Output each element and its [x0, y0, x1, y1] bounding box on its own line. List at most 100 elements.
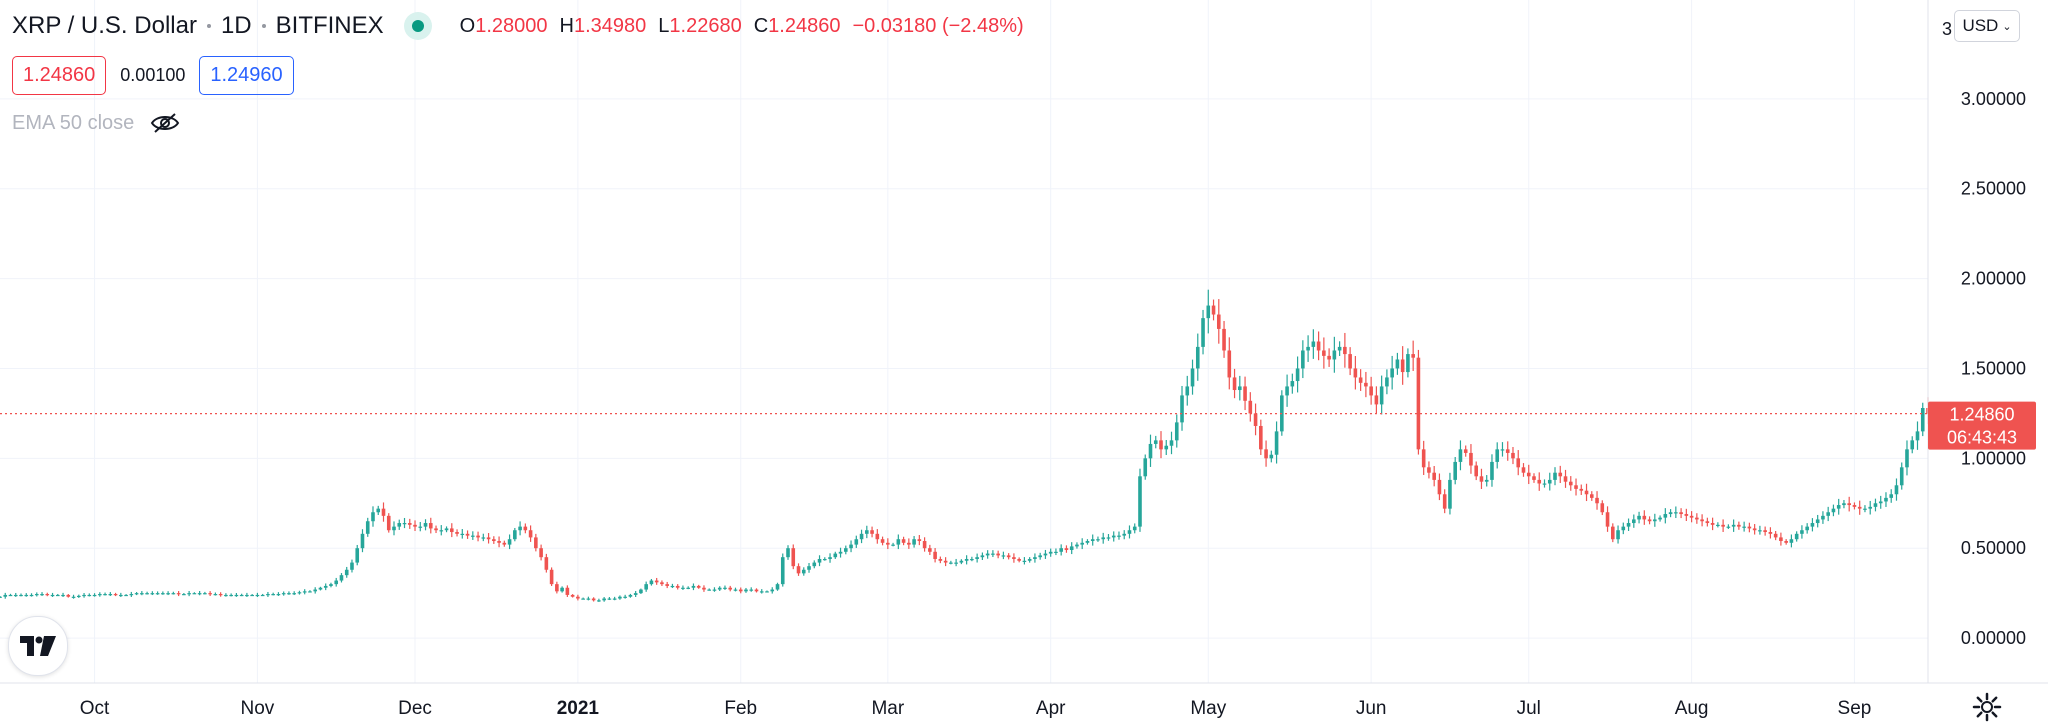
candle-body: [1589, 494, 1594, 498]
candle-body: [1553, 472, 1557, 480]
candle: [476, 531, 480, 542]
candle-body: [1400, 359, 1405, 373]
candle-body: [775, 584, 780, 590]
candle: [859, 529, 864, 544]
tradingview-logo-button[interactable]: [8, 616, 68, 676]
candle-body: [182, 594, 186, 596]
candle-body: [660, 582, 664, 585]
candle-body: [1054, 551, 1058, 553]
candle: [838, 547, 843, 558]
candle: [61, 592, 65, 597]
candle: [670, 583, 675, 589]
candle: [1038, 552, 1042, 560]
candle: [1605, 506, 1610, 532]
ema-indicator-label[interactable]: EMA 50 close: [12, 111, 135, 134]
candle-body: [1558, 472, 1563, 477]
candle-body: [208, 593, 212, 595]
candle-body: [1563, 476, 1568, 482]
candle: [497, 536, 501, 548]
candle-body: [1910, 440, 1915, 450]
candle: [1195, 333, 1200, 381]
candle-body: [1038, 555, 1042, 558]
candle: [1080, 538, 1085, 550]
x-tick-label: Sep: [1838, 698, 1872, 719]
candle-body: [985, 553, 990, 556]
candle: [980, 552, 985, 561]
candle: [281, 591, 286, 596]
candle: [350, 559, 354, 573]
candle: [1505, 441, 1510, 461]
candle-body: [586, 598, 591, 600]
candle-body: [61, 594, 65, 597]
candle-body: [1432, 472, 1436, 480]
candle: [1153, 435, 1158, 449]
candle-body: [1406, 354, 1410, 373]
candle: [1836, 498, 1841, 515]
candle: [1773, 530, 1778, 541]
interval-label[interactable]: 1D: [220, 12, 252, 39]
candle-body: [1852, 505, 1857, 507]
candle-body: [1815, 519, 1820, 524]
candle-body: [1878, 501, 1883, 504]
candle-body: [702, 587, 706, 590]
candle-body: [492, 539, 496, 542]
eye-hidden-icon[interactable]: [150, 111, 180, 135]
candle-body: [1490, 461, 1494, 480]
candle-body: [213, 594, 218, 596]
candle-body: [733, 589, 738, 591]
candle-body: [875, 533, 880, 540]
candle: [1899, 462, 1904, 490]
candle-body: [523, 526, 528, 531]
candle: [1185, 375, 1190, 406]
candle-body: [628, 594, 633, 597]
candle-body: [1385, 377, 1389, 387]
candle: [113, 592, 118, 597]
candle-body: [1080, 542, 1085, 545]
candle-body: [612, 598, 617, 600]
candle-body: [717, 587, 722, 590]
candle: [985, 550, 990, 559]
candle-body: [786, 548, 790, 558]
candle: [323, 583, 328, 591]
candle-body: [618, 596, 622, 599]
candle: [234, 592, 239, 597]
sell-price-button[interactable]: 1.24860: [12, 56, 107, 95]
buy-price-button[interactable]: 1.24960: [199, 56, 294, 95]
currency-button[interactable]: USD ⌄: [1954, 10, 2020, 42]
candle: [0, 595, 2, 598]
candle-body: [518, 526, 522, 531]
candle: [1379, 375, 1384, 415]
candle-body: [203, 593, 207, 595]
candle-body: [539, 548, 543, 558]
candle: [775, 582, 780, 591]
candle: [292, 591, 296, 596]
candle: [82, 593, 86, 598]
candle: [1684, 508, 1689, 521]
candle-body: [922, 541, 927, 549]
candle-body: [481, 537, 486, 539]
candle: [817, 555, 822, 567]
candle-body: [1216, 314, 1221, 329]
symbol-title[interactable]: XRP / U.S. Dollar: [12, 12, 197, 39]
candle: [1463, 445, 1468, 457]
candle-body: [507, 539, 512, 545]
candle-body: [1632, 519, 1636, 524]
candle-body: [912, 539, 916, 545]
candle-body: [229, 594, 233, 597]
candle: [1716, 522, 1720, 528]
candle: [339, 573, 344, 583]
candle-body: [1195, 346, 1200, 369]
candle-body: [1873, 503, 1878, 507]
candle: [1831, 504, 1836, 517]
candle-body: [838, 551, 843, 554]
candle: [733, 587, 738, 592]
price-axis: 0.00000 0.50000 1.00000 1.50000 2.00000 2.500…: [1942, 19, 2026, 648]
candle-body: [245, 594, 249, 597]
candle-body: [397, 523, 402, 527]
candle-body: [1663, 514, 1668, 518]
candle-body: [891, 544, 895, 546]
settings-gear-icon[interactable]: [1972, 692, 2002, 722]
candle: [849, 540, 853, 553]
candle: [770, 587, 775, 594]
